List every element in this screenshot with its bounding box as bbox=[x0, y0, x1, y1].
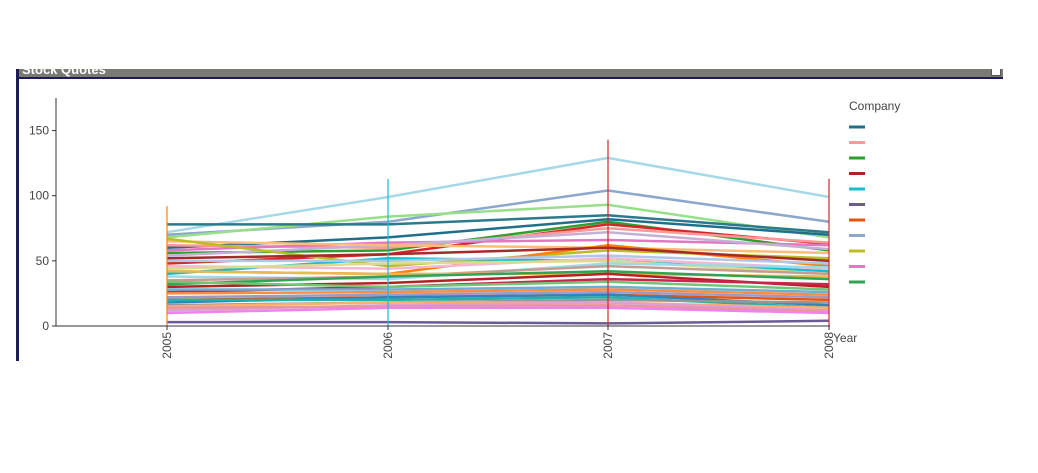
window-title: Stock Quotes bbox=[22, 69, 106, 77]
maximize-icon[interactable] bbox=[991, 69, 1001, 76]
x-axis-label: Year bbox=[833, 331, 857, 345]
series-line-20 bbox=[166, 264, 830, 282]
series-line-1 bbox=[166, 156, 830, 234]
x-ticks: 2005 2006 2007 2008 bbox=[160, 326, 836, 359]
y-tick-label-100: 100 bbox=[29, 189, 49, 203]
series-line-17 bbox=[166, 257, 830, 270]
series-line-2 bbox=[166, 189, 830, 237]
series-line-28 bbox=[166, 290, 830, 299]
series-line-3 bbox=[166, 203, 830, 239]
window-title-bar[interactable]: Stock Quotes bbox=[16, 69, 1003, 77]
legend bbox=[849, 125, 865, 284]
legend-title: Company bbox=[849, 99, 900, 113]
series-line-25 bbox=[166, 280, 830, 291]
x-tick-label-2006: 2006 bbox=[381, 332, 395, 359]
title-underline bbox=[16, 77, 1003, 79]
series-line-31 bbox=[167, 296, 830, 310]
series-line-14 bbox=[166, 246, 830, 263]
y-ticks: 0 50 100 150 bbox=[29, 124, 56, 333]
series-line-37 bbox=[167, 319, 830, 325]
series-line-36 bbox=[166, 306, 830, 315]
series-line-16 bbox=[167, 254, 830, 265]
x-tick-label-2008: 2008 bbox=[822, 332, 836, 359]
y-tick-label-0: 0 bbox=[42, 319, 49, 333]
series-line-18 bbox=[166, 259, 830, 276]
y-tick-label-50: 50 bbox=[36, 254, 50, 268]
series-line-10 bbox=[166, 230, 830, 257]
series-line-22 bbox=[166, 270, 830, 286]
window-left-border bbox=[16, 69, 19, 361]
series-line-4 bbox=[167, 214, 830, 234]
series-line-35 bbox=[166, 303, 830, 313]
series-line-27 bbox=[166, 288, 830, 296]
series-line-11 bbox=[166, 240, 830, 255]
series-layer bbox=[166, 139, 830, 326]
x-tick-label-2005: 2005 bbox=[160, 332, 174, 359]
y-tick-label-150: 150 bbox=[29, 124, 49, 138]
series-line-9 bbox=[166, 238, 830, 252]
x-tick-label-2007: 2007 bbox=[601, 332, 615, 359]
series-line-26 bbox=[167, 285, 830, 294]
series-line-33 bbox=[166, 301, 830, 310]
